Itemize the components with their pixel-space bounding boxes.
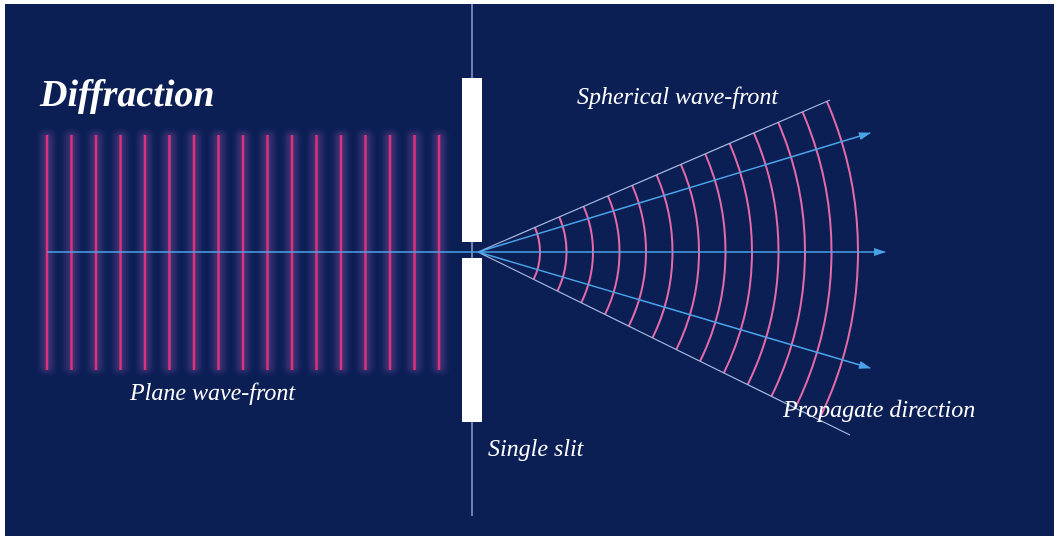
slit-label: Single slit [488, 436, 585, 462]
page: Diffraction Spherical wave-front Plane w… [0, 0, 1059, 540]
slit-bar-bottom [462, 258, 482, 422]
slit-bar-top [462, 78, 482, 242]
diagram: Diffraction Spherical wave-front Plane w… [0, 0, 1059, 540]
spherical-label: Spherical wave-front [577, 84, 779, 110]
plane-label: Plane wave-front [129, 380, 296, 406]
title: Diffraction [39, 73, 215, 115]
direction-label: Propagate direction [782, 397, 975, 423]
